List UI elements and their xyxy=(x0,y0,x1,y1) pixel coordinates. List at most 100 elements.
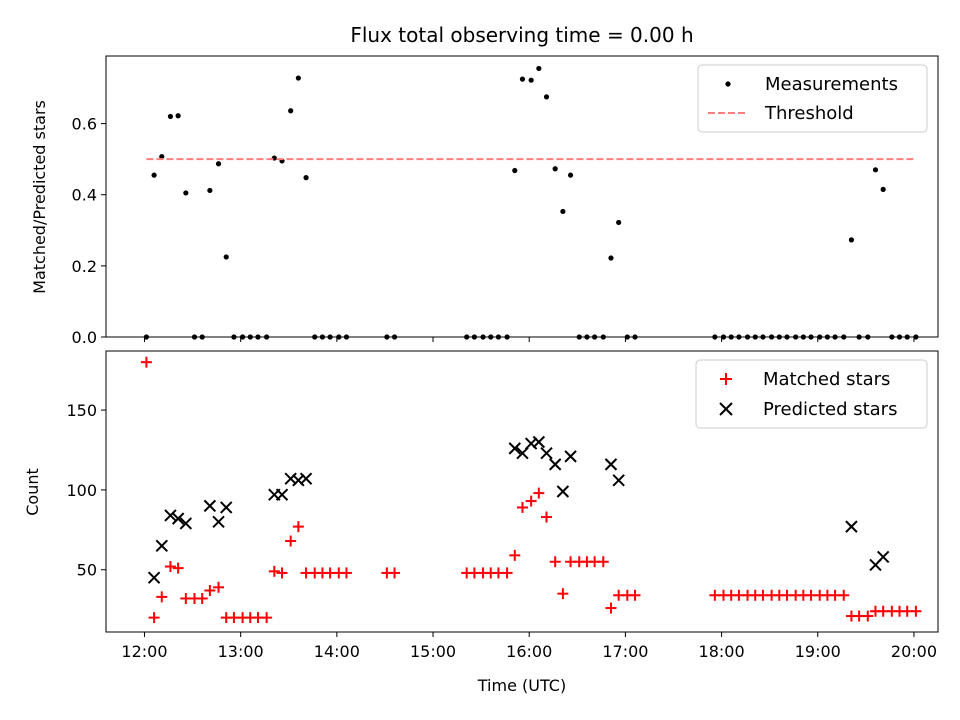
count-xtick-label: 20:00 xyxy=(891,642,937,661)
x-axis-label: Time (UTC) xyxy=(477,676,566,695)
measurement-point xyxy=(295,75,301,81)
predicted-star-point xyxy=(212,515,225,529)
ratio-ytick-label: 0.2 xyxy=(72,257,97,276)
predicted-star-point xyxy=(524,437,538,450)
matched-star-point xyxy=(213,581,225,593)
count-ytick-label: 50 xyxy=(77,561,97,580)
predicted-star-point xyxy=(540,446,553,460)
matched-star-point xyxy=(605,602,617,614)
matched-star-point xyxy=(516,501,528,513)
matched-star-point xyxy=(340,567,352,579)
measurement-point xyxy=(872,167,879,173)
count-legend: Matched stars Predicted stars xyxy=(695,359,928,429)
count-plot-area xyxy=(140,356,922,624)
count-xtick-label: 15:00 xyxy=(410,642,456,661)
panel-ratio: Flux total observing time = 0.00 h Match… xyxy=(30,23,939,347)
measurement-point xyxy=(167,113,174,120)
measurement-point xyxy=(159,154,165,160)
count-xtick-label: 14:00 xyxy=(314,642,360,661)
measurement-point xyxy=(223,254,229,260)
count-xtick-label: 19:00 xyxy=(795,642,841,661)
predicted-star-point xyxy=(203,499,217,513)
predicted-star-point xyxy=(508,442,521,455)
count-xtick-label: 18:00 xyxy=(699,642,745,661)
measurement-point xyxy=(848,237,855,243)
matched-star-point xyxy=(862,610,874,622)
predicted-star-point xyxy=(845,520,858,533)
predicted-star-point xyxy=(220,501,233,514)
count-xtick-label: 13:00 xyxy=(218,642,264,661)
matched-star-point xyxy=(838,589,850,601)
y-axis-label-ratio: Matched/Predicted stars xyxy=(30,100,49,294)
measurement-point xyxy=(552,166,558,172)
legend-threshold-label: Threshold xyxy=(764,103,854,124)
matched-star-point xyxy=(501,567,513,579)
predicted-star-point xyxy=(147,571,161,584)
legend-predicted-marker xyxy=(719,402,733,416)
count-ytick-label: 150 xyxy=(66,401,97,420)
count-ytick-label: 100 xyxy=(66,481,97,500)
predicted-star-point xyxy=(155,539,168,552)
matched-star-point xyxy=(285,535,297,547)
matched-star-point xyxy=(148,612,160,624)
chart-title: Flux total observing time = 0.00 h xyxy=(350,23,693,47)
legend-predicted-label: Predicted stars xyxy=(763,399,897,420)
predicted-star-point xyxy=(876,550,890,564)
legend-matched-label: Matched stars xyxy=(763,369,890,390)
matched-star-point xyxy=(549,556,561,568)
matched-star-point xyxy=(204,584,216,596)
predicted-star-point xyxy=(179,517,193,530)
predicted-star-point xyxy=(299,472,313,485)
y-axis-label-count: Count xyxy=(23,468,42,516)
matched-star-point xyxy=(140,356,152,368)
predicted-star-point xyxy=(275,488,289,501)
predicted-star-point xyxy=(164,509,177,522)
matched-star-point xyxy=(509,549,521,561)
measurement-point xyxy=(543,94,550,100)
predicted-star-point xyxy=(612,474,625,487)
matched-star-point xyxy=(164,561,176,573)
matched-star-point xyxy=(172,562,184,574)
measurement-point xyxy=(151,172,157,178)
ratio-axis-ticks: 0.0 0.2 0.4 0.6 xyxy=(72,115,915,347)
measurement-point xyxy=(616,219,622,226)
matched-star-point xyxy=(629,589,641,601)
predicted-star-point xyxy=(604,458,618,471)
matched-star-point xyxy=(389,567,401,579)
measurement-point xyxy=(560,208,566,215)
legend-matched-marker xyxy=(720,373,732,385)
count-xtick-label: 12:00 xyxy=(121,642,167,661)
predicted-star-point xyxy=(292,474,305,487)
ratio-ytick-label: 0.6 xyxy=(72,115,97,134)
measurement-point xyxy=(536,65,542,72)
legend-measurements-marker xyxy=(725,81,731,87)
matched-star-point xyxy=(533,487,545,499)
ratio-ytick-label: 0.0 xyxy=(72,328,97,347)
predicted-star-point xyxy=(284,472,297,485)
matched-star-point xyxy=(597,556,609,568)
matched-star-point xyxy=(196,592,208,604)
count-axis-ticks: 50 100 150 12:00 13:00 14:00 15:00 16:00 17:00 18… xyxy=(66,401,937,661)
predicted-star-point xyxy=(564,450,577,463)
predicted-star-point xyxy=(171,512,185,525)
predicted-star-point xyxy=(548,458,562,471)
measurement-point xyxy=(519,76,526,82)
measurement-point xyxy=(608,255,614,261)
legend-measurements-label: Measurements xyxy=(765,74,898,95)
measurement-point xyxy=(183,190,189,196)
matched-star-point xyxy=(261,612,273,624)
matched-star-point xyxy=(276,567,288,579)
predicted-star-point xyxy=(532,435,546,449)
measurement-point xyxy=(528,77,534,83)
ratio-ytick-label: 0.4 xyxy=(72,186,97,205)
matched-star-point xyxy=(541,511,553,523)
count-xtick-label: 17:00 xyxy=(602,642,648,661)
ratio-axes-frame xyxy=(105,55,939,338)
measurement-point xyxy=(215,161,222,167)
measurement-point xyxy=(512,167,518,174)
matched-star-point xyxy=(292,521,304,533)
predicted-star-point xyxy=(556,485,570,498)
measurement-point xyxy=(207,187,213,194)
count-xtick-label: 16:00 xyxy=(506,642,552,661)
matched-star-point xyxy=(156,591,168,603)
